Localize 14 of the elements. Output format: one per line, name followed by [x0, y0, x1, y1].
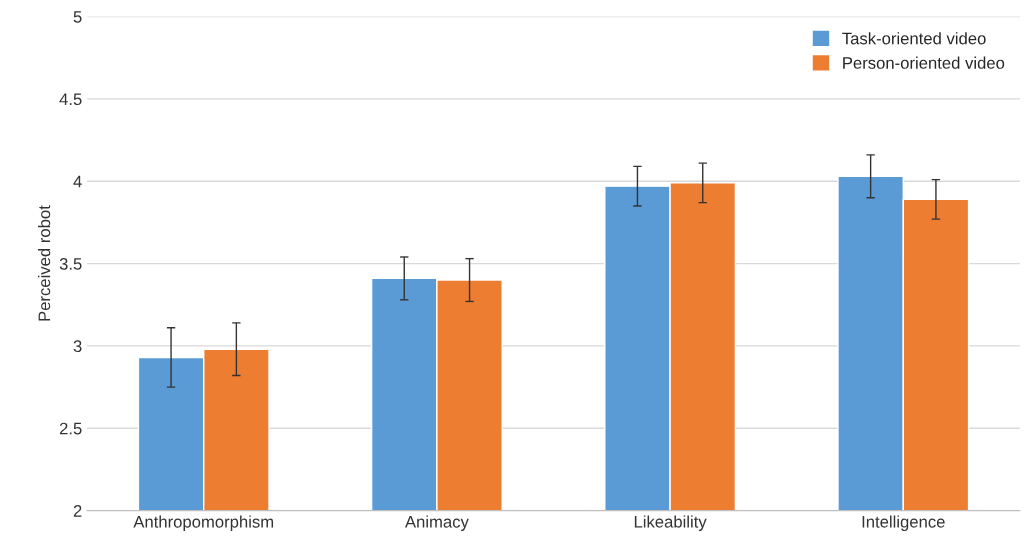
- y-axis-title: Perceived robot: [38, 205, 51, 321]
- y-tick-label: 2.5: [59, 422, 82, 435]
- y-tick-label: 3.5: [59, 257, 82, 270]
- legend-label: Person-oriented video: [843, 56, 1005, 69]
- y-tick-label: 4.5: [59, 93, 82, 106]
- y-tick-label: 5: [73, 11, 82, 23]
- x-tick-label: Anthropomorphism: [133, 515, 274, 531]
- y-tick-label: 3: [73, 340, 82, 353]
- y-tick-label: 2: [73, 505, 82, 517]
- y-tick-label: 4: [73, 175, 82, 188]
- x-tick-label: Animacy: [404, 515, 469, 531]
- legend-label: Task-oriented video: [842, 32, 986, 45]
- x-tick-label: Intelligence: [862, 515, 945, 531]
- x-tick-label: Likeability: [634, 515, 707, 531]
